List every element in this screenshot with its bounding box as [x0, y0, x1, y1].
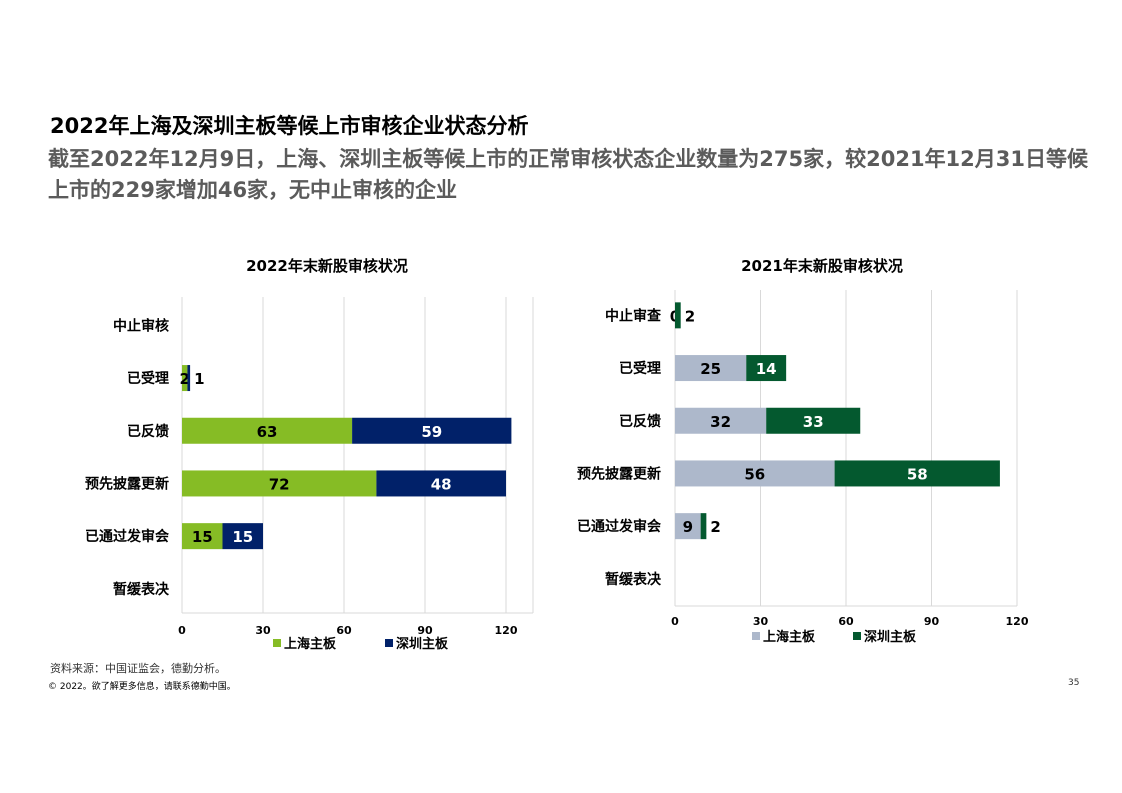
data-label: 59: [421, 423, 442, 441]
legend-label-shenzhen: 深圳主板: [396, 636, 449, 652]
bar-shenzhen: [746, 355, 787, 382]
data-label: 63: [257, 423, 278, 441]
category-label: 已受理: [127, 370, 169, 387]
data-label: 25: [700, 360, 721, 378]
bar-shenzhen: [675, 302, 681, 329]
copyright-note: © 2022。欲了解更多信息，请联系德勤中国。: [48, 682, 236, 692]
bar-shenzhen: [352, 417, 512, 444]
bar-shenzhen: [700, 513, 707, 540]
page-number: 35: [1068, 678, 1080, 688]
source-note: 资料来源：中国证监会，德勤分析。: [50, 662, 226, 675]
bar-shanghai: [182, 365, 188, 392]
data-label: 56: [744, 465, 765, 483]
x-tick-label: 120: [1006, 615, 1029, 628]
category-label: 中止审查: [605, 307, 662, 324]
data-label: 48: [431, 475, 452, 493]
category-label: 已受理: [619, 360, 661, 377]
x-tick-label: 90: [417, 624, 433, 637]
legend-label-shenzhen: 深圳主板: [864, 629, 917, 645]
legend-swatch-shenzhen: [853, 632, 861, 640]
data-label: 58: [907, 465, 928, 483]
bar-shanghai: [182, 523, 223, 550]
x-tick-label: 120: [495, 624, 518, 637]
category-label: 预先披露更新: [85, 475, 169, 492]
bar-shenzhen: [834, 460, 1000, 487]
data-label: 2: [685, 307, 695, 325]
data-label: 72: [269, 475, 290, 493]
category-label: 暂缓表决: [605, 571, 662, 588]
x-tick-label: 0: [671, 615, 679, 628]
x-tick-label: 90: [924, 615, 940, 628]
bar-shenzhen: [766, 407, 861, 434]
legend-label-shanghai: 上海主板: [763, 629, 816, 645]
legend-label-shanghai: 上海主板: [284, 636, 337, 652]
x-tick-label: 0: [178, 624, 186, 637]
x-tick-label: 60: [838, 615, 854, 628]
category-label: 已反馈: [619, 413, 661, 430]
page-title: 2022年上海及深圳主板等候上市审核企业状态分析: [50, 114, 529, 138]
data-label: 2: [179, 370, 189, 388]
data-label: 14: [756, 360, 777, 378]
bar-shanghai: [675, 460, 835, 487]
legend-swatch-shenzhen: [385, 639, 393, 647]
page-subtitle: 截至2022年12月9日，上海、深圳主板等候上市的正常审核状态企业数量为275家…: [48, 147, 1089, 202]
x-tick-label: 30: [753, 615, 769, 628]
bar-shanghai: [675, 355, 747, 382]
legend-swatch-shanghai: [752, 632, 760, 640]
category-label: 预先披露更新: [577, 465, 661, 482]
category-label: 已反馈: [127, 423, 169, 440]
bar-shanghai: [182, 417, 353, 444]
bar-shanghai: [675, 407, 767, 434]
bar-shanghai: [675, 513, 701, 540]
data-label: 15: [192, 528, 213, 546]
data-label: 2: [710, 518, 720, 536]
category-label: 暂缓表决: [113, 581, 170, 598]
data-label: 33: [803, 413, 824, 431]
category-label: 中止审核: [113, 317, 169, 334]
chart-2022-title: 2022年末新股审核状况: [246, 257, 408, 275]
data-label: 32: [710, 413, 731, 431]
bar-shenzhen: [376, 470, 506, 497]
x-tick-label: 30: [255, 624, 271, 637]
bar-shanghai: [182, 470, 377, 497]
chart-2021-title: 2021年末新股审核状况: [741, 257, 903, 275]
data-label: 9: [683, 518, 693, 536]
category-label: 已通过发审会: [577, 518, 662, 535]
bar-shenzhen: [222, 523, 263, 550]
bar-shenzhen: [187, 365, 191, 392]
legend-swatch-shanghai: [273, 639, 281, 647]
data-label: 1: [194, 370, 204, 388]
x-tick-label: 60: [336, 624, 352, 637]
category-label: 已通过发审会: [85, 528, 170, 545]
data-label: 15: [232, 528, 253, 546]
